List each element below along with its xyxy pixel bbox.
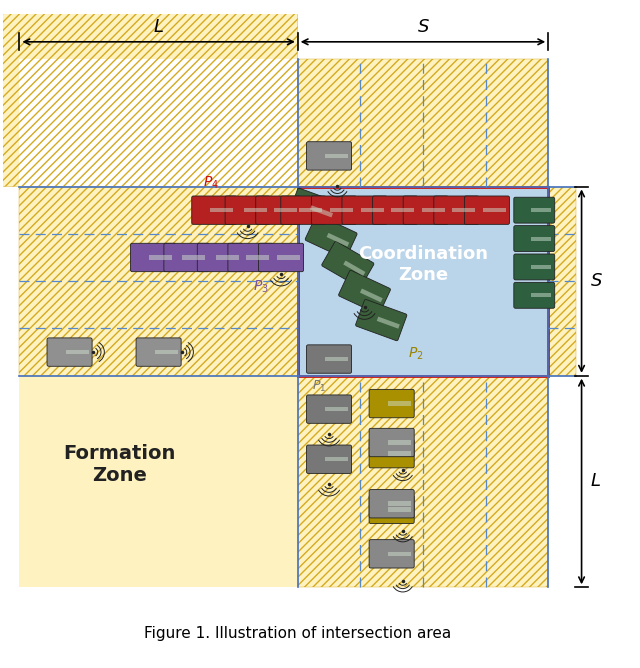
Bar: [388, 552, 411, 556]
Bar: [300, 208, 323, 212]
FancyBboxPatch shape: [192, 196, 237, 224]
Bar: [531, 208, 551, 212]
Bar: [325, 357, 348, 361]
FancyBboxPatch shape: [514, 197, 555, 223]
FancyBboxPatch shape: [434, 196, 479, 224]
Bar: [388, 502, 411, 506]
FancyBboxPatch shape: [322, 241, 374, 287]
FancyBboxPatch shape: [305, 214, 357, 259]
FancyBboxPatch shape: [307, 395, 351, 424]
Bar: [391, 208, 414, 212]
FancyBboxPatch shape: [369, 440, 414, 468]
Bar: [277, 255, 300, 260]
Bar: [360, 208, 383, 212]
FancyBboxPatch shape: [197, 243, 243, 272]
FancyBboxPatch shape: [256, 196, 301, 224]
FancyBboxPatch shape: [312, 196, 356, 224]
FancyBboxPatch shape: [514, 283, 555, 308]
Bar: [326, 233, 349, 246]
Text: $\mathit{P_3}$: $\mathit{P_3}$: [253, 279, 269, 295]
Bar: [388, 440, 411, 445]
Bar: [531, 265, 551, 269]
FancyBboxPatch shape: [369, 389, 414, 418]
Bar: [422, 208, 445, 212]
Bar: [360, 289, 383, 303]
FancyBboxPatch shape: [339, 271, 390, 314]
FancyBboxPatch shape: [514, 254, 555, 280]
FancyBboxPatch shape: [356, 299, 407, 341]
FancyBboxPatch shape: [403, 196, 448, 224]
FancyBboxPatch shape: [372, 196, 418, 224]
Bar: [244, 208, 267, 212]
Text: $\mathit{P_2}$: $\mathit{P_2}$: [408, 345, 424, 361]
Text: $S$: $S$: [590, 272, 603, 290]
Text: $L$: $L$: [590, 472, 601, 490]
FancyBboxPatch shape: [136, 338, 181, 366]
Bar: [182, 255, 205, 260]
Bar: [388, 507, 411, 512]
Bar: [388, 401, 411, 406]
Bar: [19, 59, 298, 186]
Bar: [452, 208, 476, 212]
Bar: [548, 59, 576, 587]
Bar: [325, 407, 348, 411]
Bar: [211, 208, 233, 212]
Bar: [325, 154, 348, 158]
Bar: [216, 255, 239, 260]
Bar: [377, 317, 400, 329]
Bar: [155, 350, 177, 354]
FancyBboxPatch shape: [369, 428, 414, 457]
Bar: [246, 255, 269, 260]
Bar: [388, 452, 411, 456]
FancyBboxPatch shape: [307, 142, 351, 170]
FancyBboxPatch shape: [289, 188, 340, 229]
Bar: [310, 205, 333, 217]
Bar: [483, 208, 506, 212]
Bar: [330, 208, 353, 212]
FancyBboxPatch shape: [465, 196, 509, 224]
Bar: [343, 261, 365, 276]
Text: $S$: $S$: [417, 18, 429, 36]
Bar: [19, 59, 576, 587]
Bar: [149, 255, 172, 260]
Bar: [19, 186, 576, 375]
FancyBboxPatch shape: [281, 196, 326, 224]
Text: $\mathit{P_4}$: $\mathit{P_4}$: [203, 174, 219, 191]
FancyBboxPatch shape: [228, 243, 273, 272]
Bar: [298, 59, 548, 587]
FancyBboxPatch shape: [259, 243, 303, 272]
Bar: [65, 350, 88, 354]
Text: Coordination
Zone: Coordination Zone: [358, 245, 488, 284]
Bar: [298, 186, 548, 375]
FancyBboxPatch shape: [369, 540, 414, 568]
FancyBboxPatch shape: [307, 345, 351, 373]
Bar: [531, 293, 551, 297]
FancyBboxPatch shape: [225, 196, 270, 224]
FancyBboxPatch shape: [131, 243, 175, 272]
FancyBboxPatch shape: [164, 243, 209, 272]
FancyBboxPatch shape: [369, 490, 414, 518]
Bar: [531, 236, 551, 240]
Bar: [298, 59, 548, 587]
Text: $\mathit{P_1}$: $\mathit{P_1}$: [312, 379, 326, 393]
FancyBboxPatch shape: [307, 445, 351, 474]
Text: Formation
Zone: Formation Zone: [63, 444, 176, 485]
Text: $L$: $L$: [153, 18, 164, 36]
FancyBboxPatch shape: [369, 495, 414, 524]
Bar: [275, 208, 297, 212]
Bar: [19, 186, 576, 375]
FancyBboxPatch shape: [514, 226, 555, 251]
Polygon shape: [0, 0, 298, 186]
FancyBboxPatch shape: [342, 196, 387, 224]
Text: Figure 1. Illustration of intersection area: Figure 1. Illustration of intersection a…: [144, 626, 451, 641]
FancyBboxPatch shape: [47, 338, 92, 366]
Bar: [325, 457, 348, 462]
